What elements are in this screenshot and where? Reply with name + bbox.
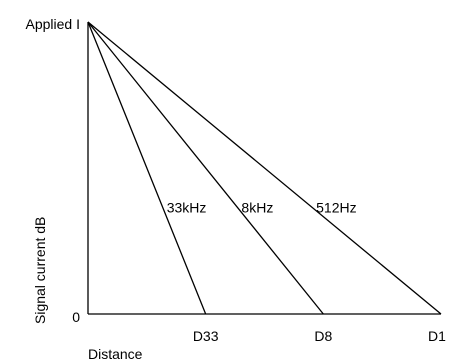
x-axis-label: Distance	[88, 346, 143, 362]
x-tick-labels: D33 D8 D1	[193, 328, 446, 344]
series-line-8khz	[87, 21, 324, 315]
series-labels: 33kHz 8kHz 512Hz	[167, 199, 357, 215]
series-lines	[87, 21, 442, 315]
series-label-33khz: 33kHz	[167, 199, 207, 215]
series-line-33khz	[87, 21, 207, 315]
series-line-512hz	[87, 21, 442, 315]
series-label-8khz: 8kHz	[241, 199, 273, 215]
y-tick-labels: 0 Applied I	[26, 16, 81, 325]
x-tick-d33: D33	[193, 328, 219, 344]
y-axis-label: Signal current dB	[32, 217, 48, 324]
y-tick-0: 0	[72, 309, 80, 325]
y-tick-applied-i: Applied I	[26, 16, 80, 32]
x-tick-d1: D1	[428, 328, 446, 344]
x-tick-d8: D8	[314, 328, 332, 344]
series-label-512hz: 512Hz	[316, 199, 356, 215]
